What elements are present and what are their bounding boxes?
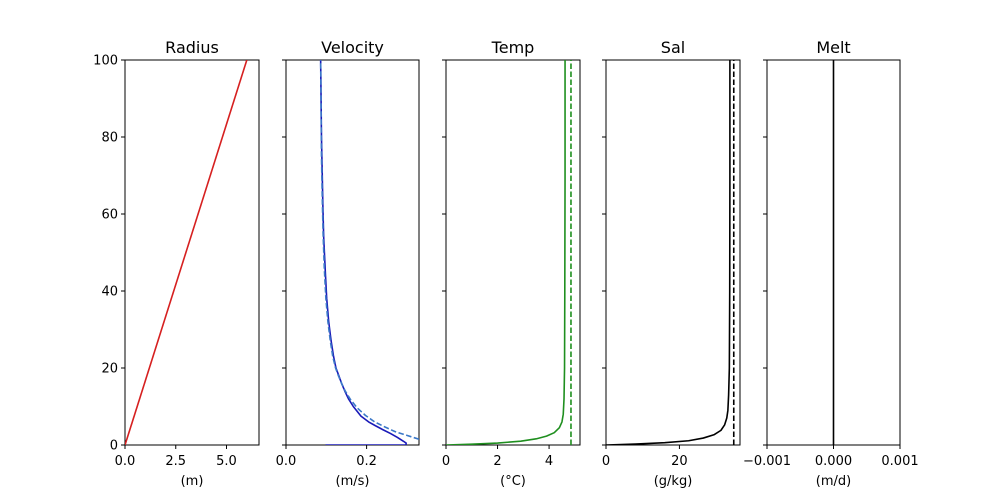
x-tick-label: 2.5 — [165, 454, 186, 469]
panel-radius: 0 20 40 60 80 100 0.0 2.5 5.0 Radius (m) — [93, 38, 260, 489]
series-line — [125, 60, 248, 445]
x-axis-label: (m/d) — [816, 474, 851, 489]
x-tick-label: 0 — [442, 454, 450, 469]
series-line — [446, 60, 566, 445]
y-tick-label: 100 — [93, 54, 118, 69]
plot-frame — [445, 59, 581, 446]
x-tick-label: 20 — [671, 454, 688, 469]
x-tick-label: 0.0 — [115, 454, 136, 469]
y-tick-label: 20 — [101, 362, 118, 377]
y-tick-label: 0 — [110, 439, 118, 454]
panel-title: Sal — [661, 38, 685, 57]
series-line — [606, 60, 731, 445]
x-tick-label: −0.001 — [743, 454, 791, 469]
y-tick-label: 40 — [101, 285, 118, 300]
dashed-series-line — [319, 60, 419, 440]
x-axis-label: (m) — [181, 474, 204, 489]
x-tick-label: 0 — [602, 454, 610, 469]
x-axis-label: (g/kg) — [654, 474, 693, 489]
panel-title: Melt — [816, 38, 850, 57]
panel-melt: −0.001 0.000 0.001 Melt (m/d) — [743, 38, 919, 489]
x-tick-label: 2 — [493, 454, 501, 469]
x-axis-label: (°C) — [500, 474, 526, 489]
x-tick-label: 5.0 — [216, 454, 237, 469]
x-tick-label: 0.000 — [815, 454, 852, 469]
plot-frame — [124, 59, 260, 446]
x-tick-label: 4 — [545, 454, 553, 469]
y-tick-label: 80 — [101, 131, 118, 146]
y-tick-label: 60 — [101, 208, 118, 223]
x-tick-label: 0.0 — [276, 454, 297, 469]
panel-sal: 0 20 Sal (g/kg) — [602, 38, 741, 489]
plot-frame — [285, 59, 420, 446]
plot-frame — [605, 59, 741, 446]
panel-temp: 0 2 4 Temp (°C) — [442, 38, 581, 489]
panel-title: Velocity — [321, 38, 384, 57]
x-axis-label: (m/s) — [336, 474, 370, 489]
panel-title: Radius — [165, 38, 219, 57]
panel-title: Temp — [491, 38, 535, 57]
x-tick-label: 0.2 — [356, 454, 377, 469]
panel-velocity: 0.0 0.2 Velocity (m/s) — [276, 38, 420, 489]
x-tick-label: 0.001 — [881, 454, 918, 469]
